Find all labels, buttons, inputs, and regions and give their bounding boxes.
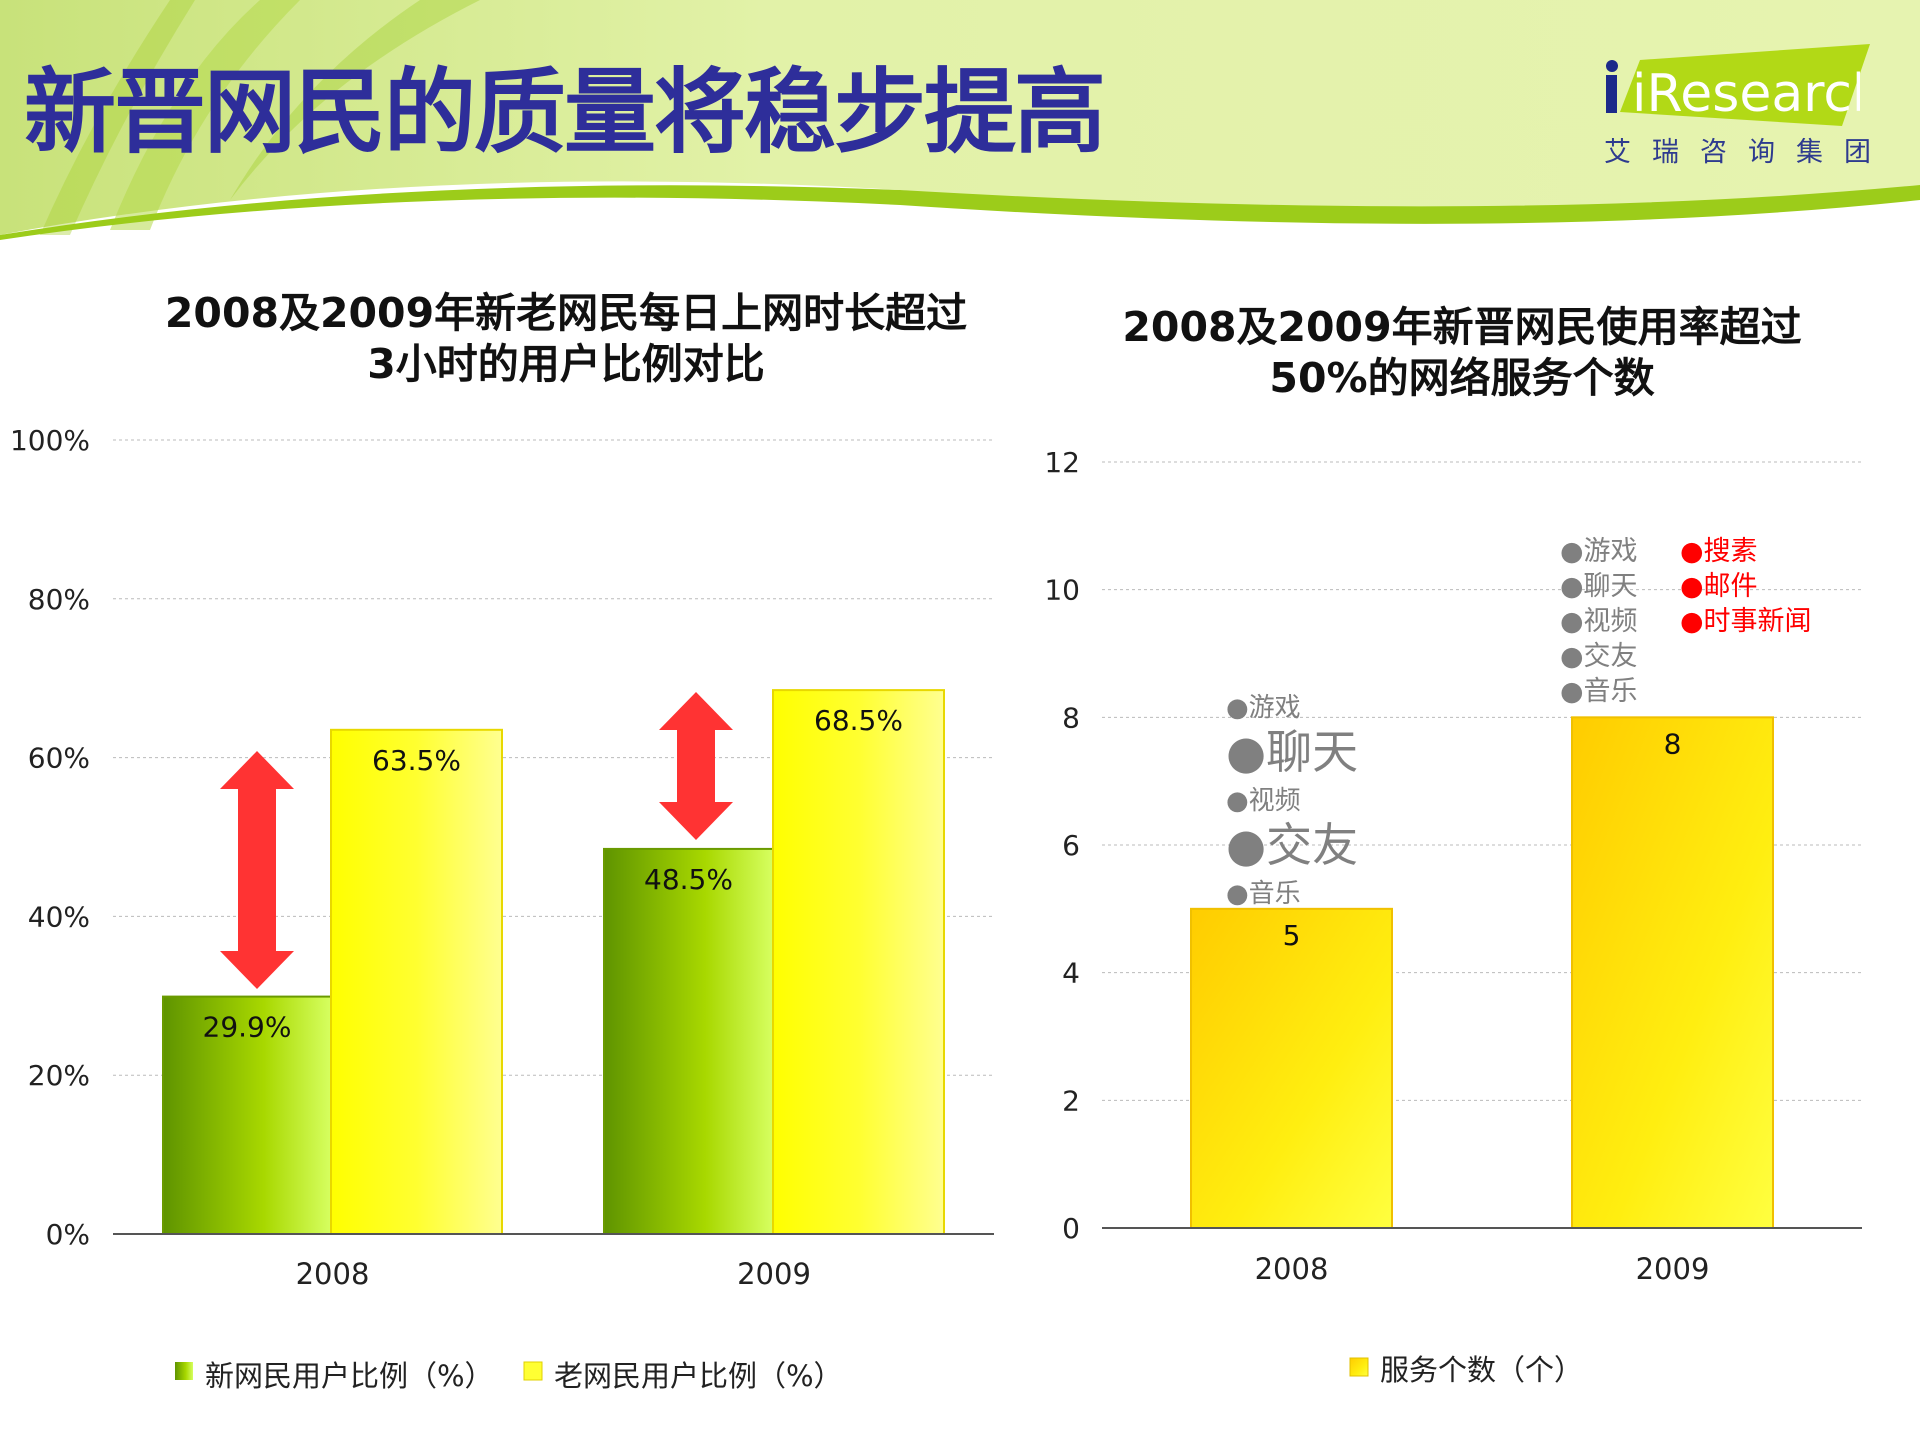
y-tick-label: 2: [1062, 1084, 1080, 1117]
double-arrow-icon: [220, 751, 294, 989]
legend-label: 老网民用户比例（%）: [554, 1359, 843, 1393]
data-label: 5: [1283, 919, 1301, 952]
bar-new-2009: [603, 847, 774, 1235]
legend-label: 新网民用户比例（%）: [205, 1359, 494, 1393]
logo-subtitle: 艾瑞咨询集团: [1604, 137, 1892, 168]
right-chart-title-line1: 2008及2009年新晋网民使用率超过: [1122, 303, 1802, 351]
y-tick-label: 0%: [46, 1218, 90, 1251]
y-tick-label: 40%: [28, 900, 90, 933]
legend-label: 服务个数（个）: [1380, 1353, 1583, 1387]
y-tick-label: 60%: [28, 742, 90, 775]
left-chart-title-line2: 3小时的用户比例对比: [367, 340, 765, 388]
service-annotation-new: ●时事新闻: [1680, 606, 1812, 637]
x-tick-label: 2009: [1636, 1252, 1710, 1286]
header-swoosh: [0, 185, 1920, 240]
header-band: [0, 0, 1920, 235]
service-annotation: ●交友: [1226, 818, 1358, 872]
bar-old-2008: [330, 728, 503, 1235]
service-annotation: ●视频: [1226, 786, 1301, 816]
logo-badge: [1620, 44, 1870, 126]
x-tick-label: 2008: [1255, 1252, 1329, 1286]
x-tick-label: 2009: [737, 1257, 811, 1291]
data-label: 29.9%: [203, 1011, 292, 1044]
service-annotation: ●音乐: [1226, 879, 1301, 909]
logo: iResearch: [1606, 60, 1860, 124]
y-tick-label: 4: [1062, 957, 1080, 990]
y-tick-label: 12: [1044, 446, 1080, 479]
right-chart-title-line2: 50%的网络服务个数: [1269, 354, 1655, 402]
header-leaf: [110, 0, 300, 230]
data-label: 48.5%: [644, 863, 733, 896]
y-tick-label: 80%: [28, 583, 90, 616]
page-title: 新晋网民的质量将稳步提高: [24, 59, 1106, 166]
bar-services-2008: [1190, 907, 1393, 1229]
data-label: 63.5%: [372, 744, 461, 777]
data-label: 8: [1664, 727, 1682, 760]
bar-services-2009: [1571, 716, 1774, 1229]
legend-swatch-services: [1349, 1357, 1369, 1377]
y-tick-label: 0: [1062, 1212, 1080, 1245]
service-annotation: ●游戏: [1226, 693, 1301, 723]
y-tick-label: 8: [1062, 701, 1080, 734]
service-annotation: ●视频: [1560, 606, 1638, 637]
y-tick-label: 6: [1062, 829, 1080, 862]
service-annotation: ●游戏: [1560, 536, 1638, 567]
service-annotation-new: ●邮件: [1680, 571, 1758, 602]
right-chart-title: 2008及2009年新晋网民使用率超过 50%的网络服务个数: [1122, 302, 1801, 404]
legend-swatch-old: [523, 1361, 543, 1381]
data-label: 68.5%: [814, 704, 903, 737]
service-annotation: ●聊天: [1560, 571, 1638, 602]
legend-swatch-new: [175, 1362, 193, 1380]
service-annotation: ●交友: [1560, 641, 1638, 672]
header-leaf: [40, 0, 195, 235]
service-annotation-new: ●搜素: [1680, 536, 1758, 567]
service-annotation: ●聊天: [1226, 725, 1358, 779]
x-tick-label: 2008: [296, 1257, 370, 1291]
bar-old-2009: [772, 689, 945, 1235]
y-tick-label: 10: [1044, 574, 1080, 607]
service-annotation: ●音乐: [1560, 676, 1638, 707]
double-arrow-icon: [659, 692, 733, 840]
left-chart-title-line1: 2008及2009年新老网民每日上网时长超过: [164, 289, 968, 337]
left-chart-title: 2008及2009年新老网民每日上网时长超过 3小时的用户比例对比: [165, 288, 967, 390]
y-tick-label: 100%: [10, 424, 90, 457]
y-tick-label: 20%: [28, 1059, 90, 1092]
logo-text: iResearch: [1632, 64, 1860, 124]
